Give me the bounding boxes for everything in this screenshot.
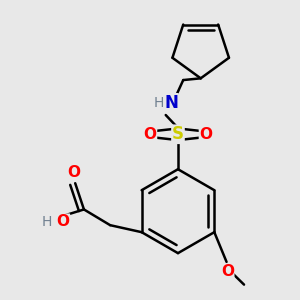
Text: O: O xyxy=(221,264,234,279)
Text: H: H xyxy=(154,96,164,110)
Text: O: O xyxy=(67,165,80,180)
Text: S: S xyxy=(172,125,184,143)
Text: O: O xyxy=(143,127,157,142)
Text: N: N xyxy=(164,94,178,112)
Text: H: H xyxy=(42,215,52,229)
Text: O: O xyxy=(200,127,212,142)
Text: O: O xyxy=(56,214,70,229)
